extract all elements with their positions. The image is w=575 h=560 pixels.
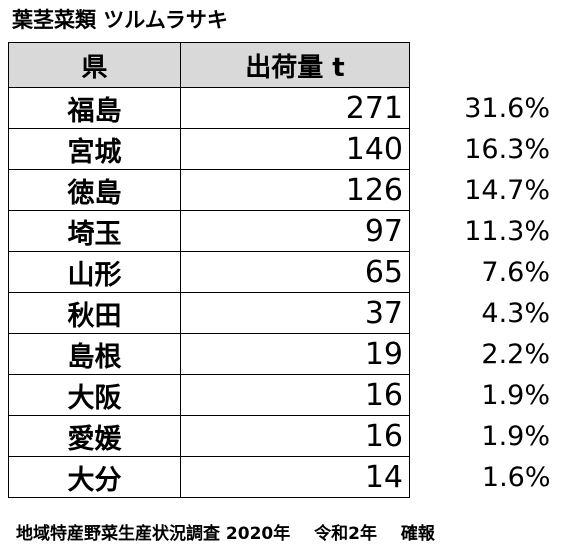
prefecture-cell: 徳島 bbox=[8, 169, 181, 211]
prefecture-cell: 福島 bbox=[8, 87, 181, 129]
shipment-amount-cell: 19 bbox=[180, 333, 410, 375]
share-percent-cell: 31.6% bbox=[464, 92, 550, 124]
header-share-blank bbox=[410, 43, 554, 88]
table-row: 徳島 126 14.7% bbox=[8, 169, 554, 211]
prefecture-cell: 秋田 bbox=[8, 292, 181, 334]
share-percent-cell: 1.6% bbox=[481, 461, 551, 493]
table-row: 愛媛 16 1.9% bbox=[8, 415, 554, 457]
share-percent-cell: 16.3% bbox=[464, 133, 550, 165]
header-prefecture: 県 bbox=[8, 42, 181, 88]
shipment-table: 県 出荷量 t 福島 271 31.6% 宮城 140 16.3% 徳島 126 14.7% 埼玉… bbox=[8, 42, 554, 498]
prefecture-cell: 山形 bbox=[8, 251, 181, 293]
shipment-amount-cell: 140 bbox=[180, 128, 410, 170]
share-percent-cell: 7.6% bbox=[481, 256, 550, 288]
table-row: 島根 19 2.2% bbox=[8, 333, 554, 375]
header-shipment-amount: 出荷量 t bbox=[180, 42, 410, 88]
table-header-row: 県 出荷量 t bbox=[8, 42, 554, 88]
prefecture-cell: 宮城 bbox=[8, 128, 181, 170]
share-percent-cell: 4.3% bbox=[481, 297, 550, 329]
table-row: 宮城 140 16.3% bbox=[8, 128, 554, 170]
shipment-amount-cell: 16 bbox=[180, 374, 410, 416]
shipment-amount-cell: 126 bbox=[180, 169, 410, 211]
prefecture-cell: 愛媛 bbox=[8, 415, 181, 457]
shipment-amount-cell: 65 bbox=[180, 251, 410, 293]
share-percent-cell: 2.2% bbox=[481, 338, 550, 370]
prefecture-cell: 埼玉 bbox=[8, 210, 181, 252]
shipment-amount-cell: 14 bbox=[180, 456, 410, 498]
share-percent-cell: 1.9% bbox=[481, 379, 550, 411]
prefecture-cell: 大分 bbox=[8, 456, 181, 498]
page-title: 葉茎菜類 ツルムラサキ bbox=[12, 8, 228, 32]
table-row: 大阪 16 1.9% bbox=[8, 374, 554, 416]
shipment-amount-cell: 37 bbox=[180, 292, 410, 334]
shipment-amount-cell: 16 bbox=[180, 415, 410, 457]
share-percent-cell: 11.3% bbox=[464, 215, 550, 247]
table-row: 山形 65 7.6% bbox=[8, 251, 554, 293]
shipment-amount-cell: 97 bbox=[180, 210, 410, 252]
source-survey: 地域特産野菜生産状況調査 2020年 bbox=[16, 524, 291, 544]
share-percent-cell: 1.9% bbox=[481, 420, 550, 452]
table-row: 福島 271 31.6% bbox=[8, 87, 554, 129]
source-status: 確報 bbox=[400, 524, 435, 544]
shipment-amount-cell: 271 bbox=[180, 87, 410, 129]
share-percent-cell: 14.7% bbox=[464, 174, 550, 206]
table-row: 埼玉 97 11.3% bbox=[8, 210, 554, 252]
source-note: 地域特産野菜生産状況調査 2020年 令和2年 確報 bbox=[16, 519, 453, 544]
table-row: 秋田 37 4.3% bbox=[8, 292, 554, 334]
prefecture-cell: 大阪 bbox=[8, 374, 181, 416]
table-row: 大分 14 1.6% bbox=[8, 456, 554, 498]
source-era: 令和2年 bbox=[314, 524, 377, 544]
prefecture-cell: 島根 bbox=[8, 333, 181, 375]
